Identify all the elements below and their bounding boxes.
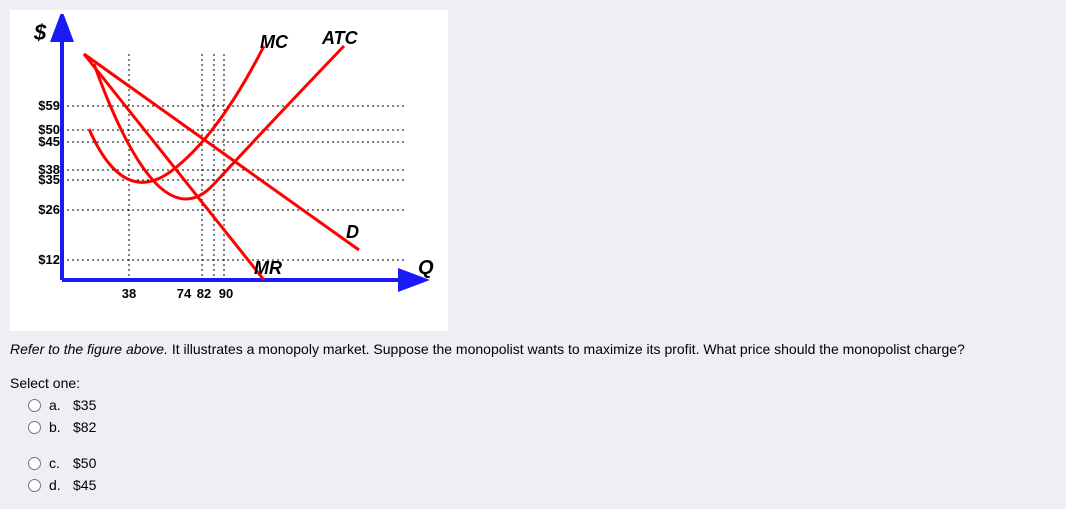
atc-label: ATC	[321, 28, 359, 48]
option-b[interactable]: b. $82	[28, 419, 1056, 435]
radio-d[interactable]	[28, 479, 41, 492]
ytick-26: $26	[38, 202, 60, 217]
option-letter: b.	[49, 419, 65, 435]
ytick-12: $12	[38, 252, 60, 267]
question-prefix: Refer to the figure above.	[10, 341, 168, 357]
radio-a[interactable]	[28, 399, 41, 412]
option-d[interactable]: d. $45	[28, 477, 1056, 493]
radio-b[interactable]	[28, 421, 41, 434]
y-axis-label: $	[33, 20, 47, 45]
question-body: It illustrates a monopoly market. Suppos…	[168, 341, 965, 357]
mr-label: MR	[254, 258, 282, 278]
ytick-59: $59	[38, 98, 60, 113]
xtick-90: 90	[219, 286, 233, 301]
option-text: $35	[73, 397, 96, 413]
option-text: $82	[73, 419, 96, 435]
select-one-label: Select one:	[10, 375, 1056, 391]
option-letter: d.	[49, 477, 65, 493]
options-list: a. $35 b. $82 c. $50 d. $45	[28, 397, 1056, 493]
option-text: $45	[73, 477, 96, 493]
xtick-74: 74	[177, 286, 192, 301]
ytick-35: $35	[38, 172, 60, 187]
option-a[interactable]: a. $35	[28, 397, 1056, 413]
option-c[interactable]: c. $50	[28, 455, 1056, 471]
option-letter: c.	[49, 455, 65, 471]
xtick-38: 38	[122, 286, 136, 301]
d-label: D	[346, 222, 359, 242]
demand-curve	[84, 54, 359, 250]
economics-chart: $59 $50 $45 $38 $35 $26 $12 38 74 82 90 …	[10, 10, 448, 331]
mc-label: MC	[260, 32, 289, 52]
radio-c[interactable]	[28, 457, 41, 470]
xtick-82: 82	[197, 286, 211, 301]
option-text: $50	[73, 455, 96, 471]
option-letter: a.	[49, 397, 65, 413]
ytick-45: $45	[38, 134, 60, 149]
x-axis-label: Q	[418, 257, 434, 279]
question-text: Refer to the figure above. It illustrate…	[10, 341, 1056, 357]
